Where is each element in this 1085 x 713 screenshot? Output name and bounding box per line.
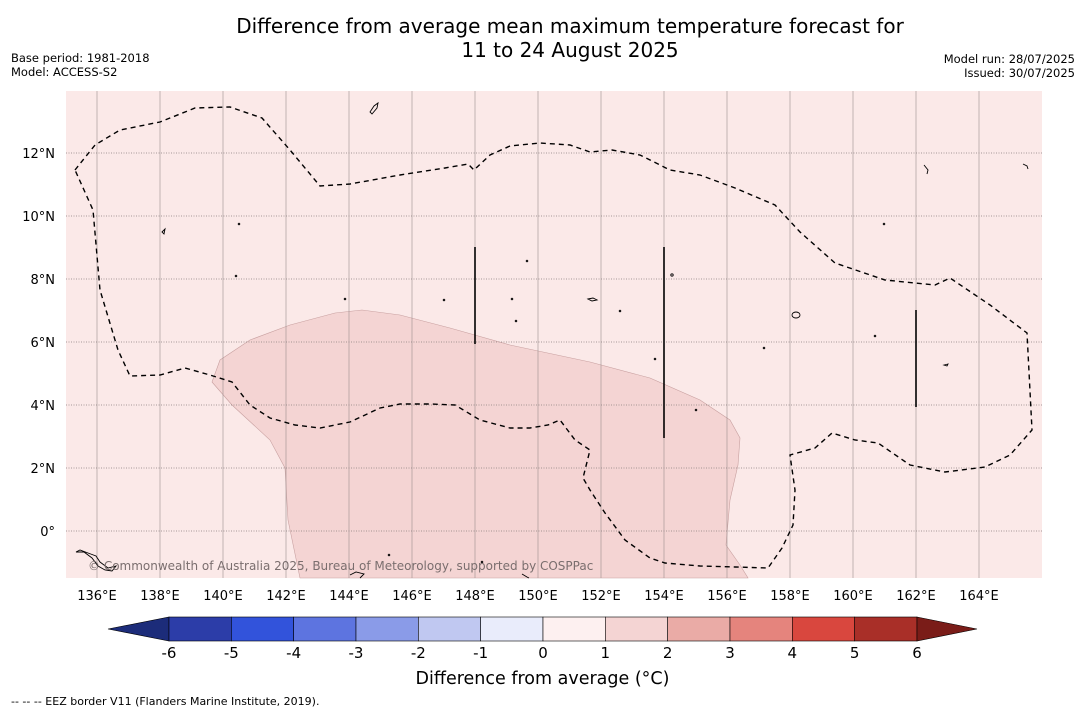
colorbar-tick-label: -2 <box>411 644 426 662</box>
colorbar-segment <box>168 616 232 642</box>
lat-label: 4°N <box>31 399 56 414</box>
title-line-2: 11 to 24 August 2025 <box>461 38 679 62</box>
title-line-1: Difference from average mean maximum tem… <box>236 14 904 38</box>
colorbar-tick-label: -4 <box>286 644 301 662</box>
colorbar-segment <box>231 616 294 642</box>
colorbar-label: Difference from average (°C) <box>415 669 670 689</box>
colorbar-tick-label: -6 <box>162 644 177 662</box>
colorbar-ticks: -6 -5 -4 -3 -2 -1 0 1 2 3 4 5 6 <box>162 644 922 662</box>
colorbar-segment <box>854 616 918 642</box>
colorbar-tick-label: 2 <box>663 644 673 662</box>
lon-label: 138°E <box>140 589 180 604</box>
colorbar-segment <box>729 616 793 642</box>
colorbar-segment <box>792 616 855 642</box>
colorbar-tick-label: -1 <box>473 644 488 662</box>
latitude-labels: 12°N 10°N 8°N 6°N 4°N 2°N 0° <box>22 147 55 540</box>
lon-label: 148°E <box>455 589 495 604</box>
boundary-lines <box>474 247 917 438</box>
lat-label: 0° <box>40 525 55 540</box>
latitude-gridlines <box>66 152 1042 532</box>
lat-label: 2°N <box>31 462 56 477</box>
model-name: Model: ACCESS-S2 <box>11 65 118 79</box>
colorbar-tick-label: 5 <box>850 644 860 662</box>
colorbar-tick-label: 6 <box>912 644 922 662</box>
colorbar-low-extend <box>107 616 170 642</box>
lat-label: 12°N <box>22 147 55 162</box>
lon-label: 160°E <box>833 589 873 604</box>
lon-label: 164°E <box>959 589 999 604</box>
colorbar-segment <box>418 616 481 642</box>
colorbar-segment <box>480 616 544 642</box>
eez-footnote: -- -- -- EEZ border V11 (Flanders Marine… <box>11 695 320 708</box>
colorbar-segment <box>605 616 668 642</box>
lon-label: 140°E <box>203 589 243 604</box>
issued-date: Issued: 30/07/2025 <box>964 66 1075 80</box>
colorbar-segment <box>355 616 419 642</box>
copyright-text: © Commonwealth of Australia 2025, Bureau… <box>88 559 593 573</box>
colorbar-tick-label: 3 <box>725 644 735 662</box>
colorbar-segment <box>667 616 731 642</box>
lon-label: 144°E <box>329 589 369 604</box>
chart-title: Difference from average mean maximum tem… <box>0 14 1085 62</box>
meta-right: Model run: 28/07/2025 Issued: 30/07/2025 <box>944 52 1075 80</box>
lon-label: 136°E <box>77 589 117 604</box>
longitude-gridlines <box>96 91 980 578</box>
colorbar-segment <box>542 616 606 642</box>
colorbar-tick-label: -3 <box>349 644 364 662</box>
lat-label: 10°N <box>22 210 55 225</box>
eez-border <box>74 106 1033 569</box>
colorbar-tick-label: 0 <box>538 644 548 662</box>
model-run: Model run: 28/07/2025 <box>943 52 1075 66</box>
colorbar-segment <box>293 616 357 642</box>
lon-label: 158°E <box>770 589 810 604</box>
colorbar-high-extend <box>916 616 978 642</box>
lon-label: 152°E <box>581 589 621 604</box>
coastlines <box>75 101 1029 579</box>
meta-left: Base period: 1981-2018 Model: ACCESS-S2 <box>11 51 150 79</box>
anomaly-region <box>211 309 749 579</box>
lon-label: 154°E <box>644 589 684 604</box>
colorbar-tick-label: -5 <box>224 644 239 662</box>
colorbar: -6 -5 -4 -3 -2 -1 0 1 2 3 4 5 6 <box>107 616 978 662</box>
lon-label: 162°E <box>896 589 936 604</box>
base-period: Base period: 1981-2018 <box>11 51 150 65</box>
lat-label: 8°N <box>31 273 56 288</box>
lon-label: 146°E <box>392 589 432 604</box>
lat-label: 6°N <box>31 336 56 351</box>
colorbar-tick-label: 1 <box>601 644 611 662</box>
longitude-labels: 136°E 138°E 140°E 142°E 144°E 146°E 148°… <box>77 589 999 604</box>
lon-label: 156°E <box>707 589 747 604</box>
lon-label: 150°E <box>518 589 558 604</box>
lon-label: 142°E <box>266 589 306 604</box>
colorbar-segments <box>168 616 918 642</box>
colorbar-tick-label: 4 <box>788 644 798 662</box>
